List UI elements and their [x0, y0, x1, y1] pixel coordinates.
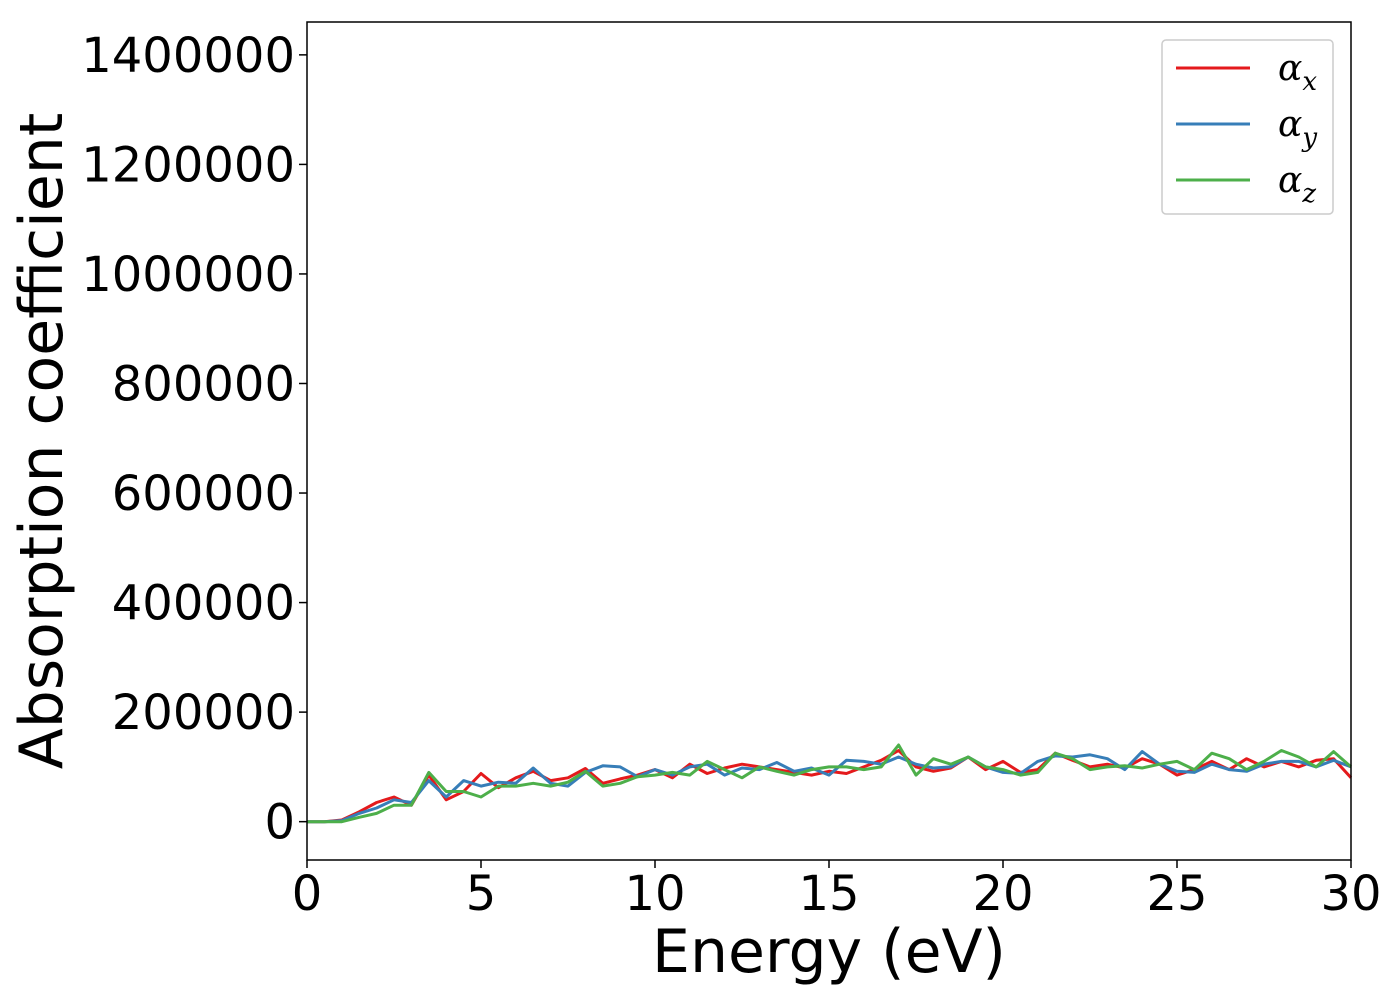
x-tick-label: 5 — [466, 866, 497, 922]
series-line-x — [307, 749, 1353, 824]
y-tick-label: 800000 — [112, 356, 295, 412]
x-axis: 0 5 10 15 20 25 30 — [292, 860, 1382, 922]
legend-subscript: x — [1302, 67, 1317, 97]
legend-subscript: z — [1301, 179, 1316, 209]
y-tick-label: 1000000 — [81, 247, 295, 303]
x-tick-label: 25 — [1146, 866, 1207, 922]
series-line-z — [307, 743, 1352, 824]
y-tick-label: 600000 — [112, 466, 295, 522]
y-axis: 0 200000 400000 600000 800000 1000000 1200000 1… — [81, 28, 307, 851]
x-tick-label: 10 — [624, 866, 685, 922]
y-tick-label: 1400000 — [81, 28, 295, 84]
legend-box — [1161, 39, 1334, 215]
x-tick-label: 0 — [292, 866, 323, 922]
y-tick-label: 1200000 — [81, 137, 295, 193]
series-layer — [307, 743, 1353, 824]
legend-label-y: αy — [1278, 104, 1317, 153]
y-tick-label: 0 — [264, 795, 295, 851]
x-tick-label: 15 — [798, 866, 859, 922]
x-tick-label: 20 — [972, 866, 1033, 922]
y-tick-label: 200000 — [112, 685, 295, 741]
series-line-y — [307, 750, 1352, 824]
legend-subscript: y — [1301, 123, 1317, 153]
x-axis-title: Energy (eV) — [652, 917, 1006, 987]
y-axis-title: Absorption coefficient — [7, 113, 77, 770]
y-tick-label: 400000 — [112, 576, 295, 632]
x-tick-label: 30 — [1320, 866, 1381, 922]
